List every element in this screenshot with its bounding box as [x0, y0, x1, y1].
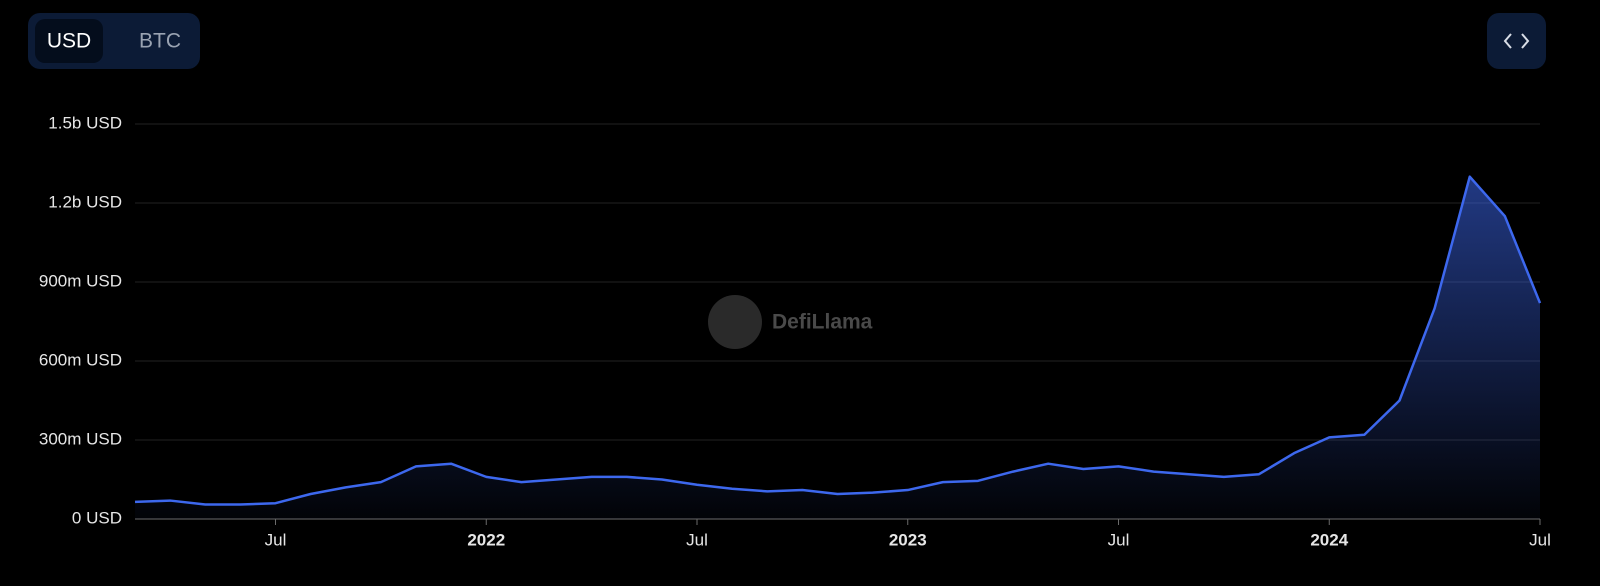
- y-tick-label: 300m USD: [39, 429, 122, 448]
- x-tick-label: 2024: [1310, 530, 1348, 549]
- x-tick-label: Jul: [1108, 530, 1130, 549]
- toggle-usd[interactable]: USD: [47, 30, 91, 53]
- y-tick-label: 1.2b USD: [48, 192, 122, 211]
- x-tick-label: Jul: [265, 530, 287, 549]
- x-tick-label: Jul: [686, 530, 708, 549]
- y-tick-label: 900m USD: [39, 271, 122, 290]
- x-tick-label: 2022: [467, 530, 505, 549]
- y-tick-label: 1.5b USD: [48, 113, 122, 132]
- toggle-btc[interactable]: BTC: [139, 30, 181, 53]
- toggle-active[interactable]: [35, 19, 103, 63]
- embed-icon: [1503, 33, 1530, 49]
- area-fill: [135, 176, 1540, 519]
- watermark: DefiLlama: [772, 311, 873, 334]
- line: [134, 175, 1542, 506]
- x-tick-label: 2023: [889, 530, 927, 549]
- watermark-logo: [708, 295, 762, 349]
- embed-button[interactable]: [1487, 13, 1546, 69]
- x-tick-label: Jul: [1529, 530, 1551, 549]
- y-tick-label: 600m USD: [39, 350, 122, 369]
- y-tick-label: 0 USD: [72, 508, 122, 527]
